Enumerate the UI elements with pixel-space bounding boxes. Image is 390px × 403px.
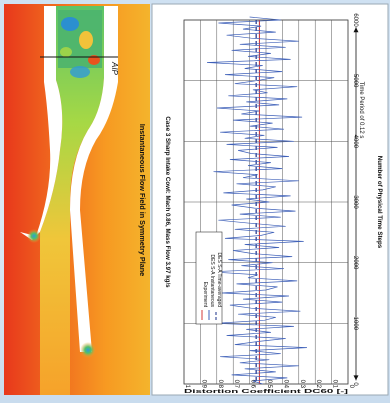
y-tick-label: 1 bbox=[184, 385, 190, 389]
x-tick-label: 2000 bbox=[352, 256, 358, 270]
x-axis-label: Number of Physical Time Steps bbox=[376, 156, 383, 249]
y-axis-label-text: Distortion Coefficient DC60 [-] bbox=[184, 389, 348, 395]
legend-entry: Experiment bbox=[202, 282, 208, 308]
flow-field-panel: AIP Instantaneous Flow Field in Symmetry… bbox=[4, 4, 150, 395]
x-tick-label: 6000 bbox=[352, 13, 358, 27]
duct-lower-wall bbox=[70, 6, 118, 352]
x-tick-label: 5000 bbox=[352, 74, 358, 88]
x-tick-label: 1000 bbox=[352, 317, 358, 331]
arrow-head bbox=[353, 375, 359, 381]
series-line-des-instantaneous bbox=[206, 16, 308, 385]
legend-entry: DES S-A Time-averaged bbox=[216, 253, 222, 308]
vortex-blob bbox=[79, 31, 93, 49]
x-tick-label: 3000 bbox=[352, 195, 358, 209]
arrow-head bbox=[353, 27, 359, 33]
chart-title: Case 3 Sharp Intake Cowl: Mach 0.86, Mas… bbox=[164, 116, 171, 288]
x-tick-label: 0 bbox=[352, 382, 358, 386]
lip-vortex bbox=[80, 342, 96, 358]
legend-entry: DES S-A Instantaneous bbox=[209, 254, 215, 307]
flow-field-title: Instantaneous Flow Field in Symmetry Pla… bbox=[138, 124, 147, 276]
dc60-chart: 00.10.20.30.40.50.60.70.80.9101000200030… bbox=[164, 13, 383, 395]
legend-box bbox=[195, 231, 223, 325]
aip-label: AIP bbox=[110, 61, 119, 76]
time-period-annotation: Time Period of 0.12 s bbox=[358, 82, 364, 139]
x-tick-label: 4000 bbox=[352, 135, 358, 149]
vortex-blob bbox=[70, 66, 90, 78]
duct-upper-wall bbox=[36, 6, 63, 236]
lip-vortex bbox=[27, 229, 41, 243]
duct-flow-region bbox=[40, 6, 104, 395]
y-tick-label: 0 bbox=[348, 385, 354, 389]
vortex-blob bbox=[60, 47, 72, 57]
vortex-blob bbox=[61, 17, 79, 31]
